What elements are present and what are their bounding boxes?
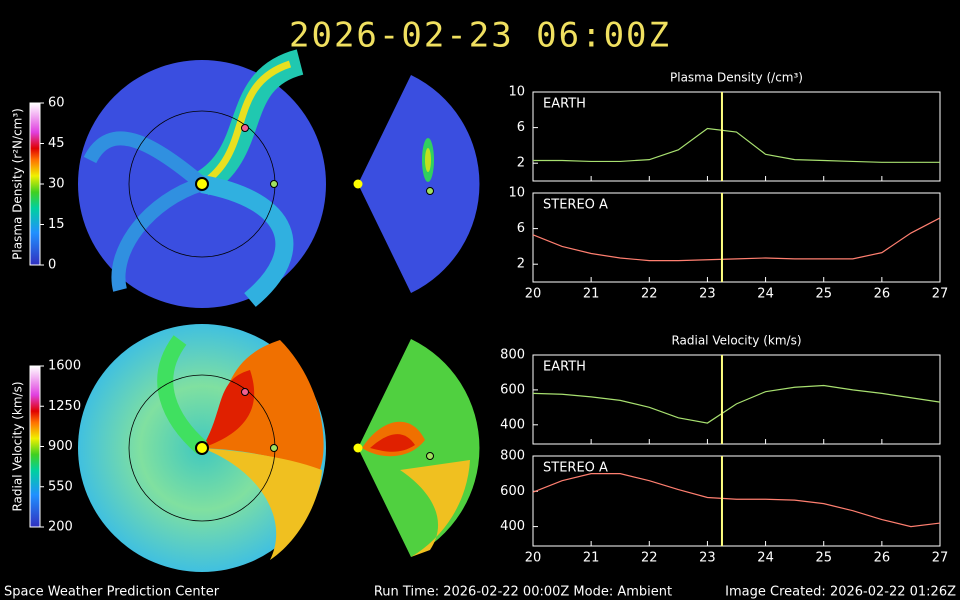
series-line: [533, 127, 940, 163]
x-tick-label: 21: [583, 551, 600, 566]
x-tick-label: 25: [815, 287, 832, 302]
x-tick-label: 21: [583, 287, 600, 302]
title: 2026-02-23 06:00Z: [289, 16, 671, 56]
x-tick-label: 22: [641, 287, 658, 302]
x-tick-label: 22: [641, 551, 658, 566]
y-tick-label: 400: [500, 519, 525, 534]
colorbar-tick-label: 30: [48, 177, 65, 192]
colorbar-tick-label: 200: [48, 520, 73, 535]
y-tick-label: 2: [517, 156, 525, 171]
x-tick-label: 26: [874, 551, 891, 566]
x-tick-label: 27: [932, 287, 949, 302]
colorbar-tick-label: 60: [48, 96, 65, 111]
x-tick-label: 25: [815, 551, 832, 566]
y-tick-label: 600: [500, 382, 525, 397]
velocity-wedge: [353, 339, 480, 557]
colorbar-tick-label: 1250: [48, 399, 81, 414]
y-tick-label: 6: [517, 120, 525, 135]
series-name: EARTH: [543, 97, 586, 112]
chart-title: Radial Velocity (km/s): [671, 334, 801, 348]
x-tick-label: 26: [874, 287, 891, 302]
colorbar-tick-label: 0: [48, 258, 56, 273]
x-tick-label: 27: [932, 551, 949, 566]
plot-frame: [532, 192, 941, 283]
colorbar-tick-label: 900: [48, 439, 73, 454]
series-name: STEREO A: [543, 461, 608, 476]
x-tick-label: 24: [757, 287, 774, 302]
y-tick-label: 400: [500, 417, 525, 432]
y-tick-label: 2: [517, 257, 525, 272]
x-tick-label: 20: [525, 287, 542, 302]
colorbar-label: Radial Velocity (km/s): [11, 381, 25, 511]
colorbar: [29, 102, 41, 266]
series-name: EARTH: [543, 360, 586, 375]
y-tick-label: 800: [500, 449, 525, 464]
density-wedge: [353, 75, 480, 293]
chart-title: Plasma Density (/cm³): [670, 71, 803, 85]
series-line: [532, 473, 941, 528]
y-tick-label: 600: [500, 484, 525, 499]
colorbar-label: Plasma Density (r²N/cm³): [11, 108, 25, 260]
x-tick-label: 24: [757, 551, 774, 566]
y-tick-label: 10: [508, 186, 525, 201]
y-tick-label: 800: [500, 348, 525, 363]
x-tick-label: 20: [525, 551, 542, 566]
series-line: [532, 384, 941, 424]
x-tick-label: 23: [699, 551, 716, 566]
colorbar-tick-label: 550: [48, 479, 73, 494]
footer-center: Run Time: 2026-02-22 00:00Z Mode: Ambien…: [374, 585, 672, 600]
plot-frame: [532, 455, 941, 547]
velocity-disk: [78, 324, 326, 572]
footer-left: Space Weather Prediction Center: [4, 585, 220, 600]
density-disk: [78, 49, 326, 308]
series-name: STEREO A: [543, 198, 608, 213]
colorbar: [29, 365, 41, 528]
footer-right: Image Created: 2026-02-22 01:26Z: [725, 585, 956, 600]
y-tick-label: 10: [508, 85, 525, 100]
colorbar-tick-label: 1600: [48, 359, 81, 374]
plot-frame: [532, 354, 941, 445]
x-tick-label: 23: [699, 287, 716, 302]
y-tick-label: 6: [517, 221, 525, 236]
colorbar-tick-label: 15: [48, 217, 65, 232]
plot-frame: [532, 91, 941, 182]
series-line: [532, 217, 941, 262]
colorbar-tick-label: 45: [48, 136, 65, 151]
